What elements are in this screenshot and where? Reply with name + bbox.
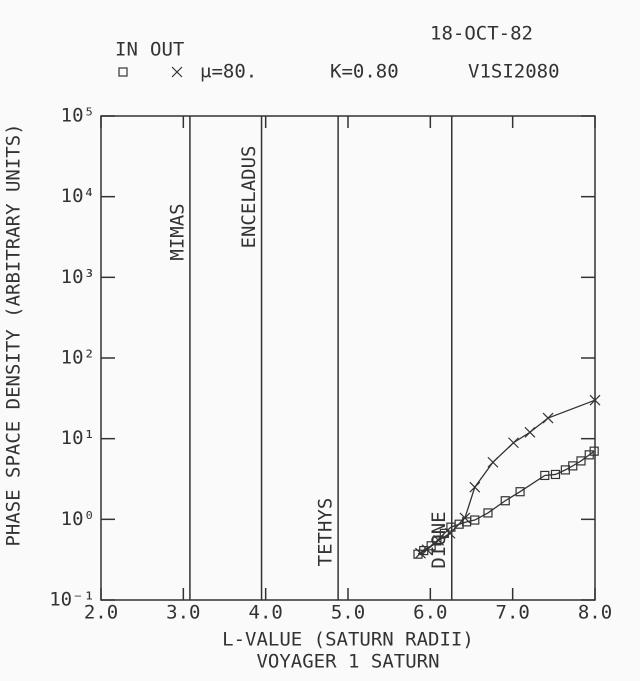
moon-label: ENCELADUS [238,146,260,249]
marker-cross [433,534,444,546]
marker-square [426,541,436,551]
marker-cross [421,544,433,556]
marker-stroke [444,527,456,539]
x-tick-label: 6.0 [413,602,447,624]
marker-cross [589,394,601,406]
marker-cross [459,512,471,524]
chart-title: VOYAGER 1 SATURN [256,651,439,673]
marker-square [589,446,599,456]
marker-stroke [487,456,499,468]
marker-cross [524,426,536,438]
x-tick-label: 2.0 [84,602,118,624]
parameter: K=0.80 [330,61,399,83]
marker-square [568,461,578,471]
plot-frame [100,115,596,601]
marker-square [118,67,128,77]
marker-stroke [459,512,471,524]
y-tick-label: 10⁵ [61,105,95,127]
marker-stroke [415,547,426,559]
marker-square [432,536,442,546]
y-tick-label: 10² [61,347,95,369]
marker-stroke [524,426,536,438]
y-tick-label: 10³ [61,266,95,288]
marker-square [540,470,550,481]
x-tick-label: 3.0 [166,602,200,624]
marker-stroke [508,437,519,449]
marker-square [470,515,480,525]
x-axis-label: L-VALUE (SATURN RADII) [222,629,474,651]
marker-cross [487,456,499,468]
marker-square [483,508,493,518]
parameter: μ=80. [200,61,257,83]
y-tick-label: 10⁴ [61,185,95,207]
marker-cross [469,481,481,493]
marker-cross [415,547,426,559]
moon-label: MIMAS [166,203,188,260]
date: 18-OCT-82 [430,23,533,45]
marker-stroke [542,412,554,424]
legend-label: IN [115,39,138,61]
y-tick-label: 10⁰ [61,508,95,530]
marker-stroke [171,66,183,78]
x-tick-label: 4.0 [249,602,283,624]
parameter: V1SI2080 [468,61,560,83]
marker-square [515,487,525,497]
marker-square [550,469,561,480]
marker-square [576,456,586,466]
marker-cross [171,66,183,78]
marker-stroke [421,544,433,556]
y-axis-label: PHASE SPACE DENSITY (ARBITRARY UNITS) [3,123,25,546]
y-tick-label: 10⁻¹ [49,589,95,611]
marker-stroke [589,394,601,406]
marker-cross [444,527,456,539]
moon-label: TETHYS [315,498,337,567]
legend-label: OUT [150,39,184,61]
marker-cross [542,412,554,424]
marker-stroke [469,481,481,493]
marker-square [500,496,510,506]
x-tick-label: 5.0 [331,602,365,624]
marker-cross [508,437,519,449]
y-tick-label: 10¹ [61,427,95,449]
x-tick-label: 8.0 [578,602,612,624]
x-tick-label: 7.0 [496,602,530,624]
marker-stroke [433,534,444,546]
